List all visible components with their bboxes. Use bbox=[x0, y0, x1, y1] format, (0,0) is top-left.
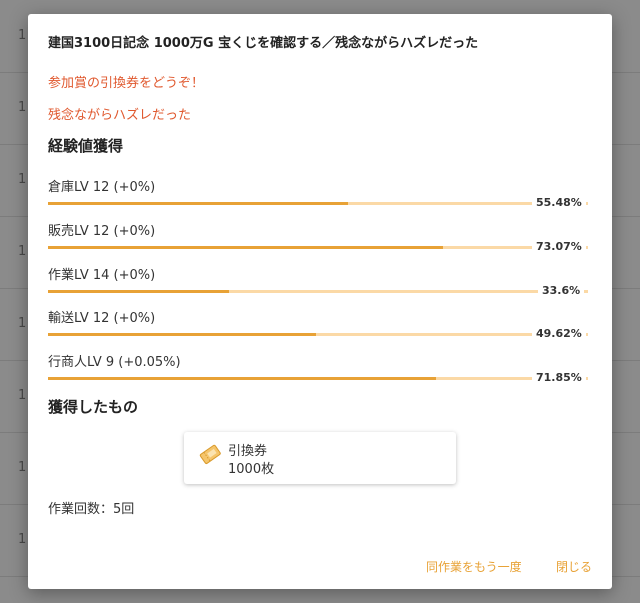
participation-message: 参加賞の引換券をどうぞ！ bbox=[48, 76, 205, 91]
experience-heading: 経験値獲得 bbox=[48, 137, 124, 155]
level-progress-fill bbox=[48, 202, 348, 205]
level-progress-bar bbox=[48, 377, 588, 380]
level-progress-bar bbox=[48, 202, 588, 205]
level-progress-bar bbox=[48, 333, 588, 336]
row-number: 1 bbox=[18, 244, 27, 259]
lose-message: 残念ながらハズレだった bbox=[48, 108, 192, 123]
rewards-heading: 獲得したもの bbox=[48, 398, 139, 416]
level-percent: 73.07% bbox=[532, 240, 586, 253]
level-progress-fill bbox=[48, 333, 316, 336]
dialog-title: 建国3100日記念 1000万G 宝くじを確認する／残念ながらハズレだった bbox=[48, 36, 479, 51]
level-label-work: 作業LV 14 (+0%) bbox=[48, 268, 156, 283]
result-dialog: 建国3100日記念 1000万G 宝くじを確認する／残念ながらハズレだった 参加… bbox=[28, 14, 612, 589]
level-percent: 71.85% bbox=[532, 371, 586, 384]
level-progress-bar bbox=[48, 290, 588, 293]
row-number: 1 bbox=[18, 532, 27, 547]
level-progress-fill bbox=[48, 377, 436, 380]
level-label-transport: 輸送LV 12 (+0%) bbox=[48, 311, 156, 326]
level-label-merchant: 行商人LV 9 (+0.05%) bbox=[48, 355, 181, 370]
row-number: 1 bbox=[18, 100, 27, 115]
ticket-icon bbox=[198, 442, 222, 466]
close-button[interactable]: 閉じる bbox=[556, 560, 593, 574]
repeat-work-button[interactable]: 同作業をもう一度 bbox=[426, 560, 522, 574]
level-progress-bar bbox=[48, 246, 588, 249]
work-count: 作業回数：5回 bbox=[48, 502, 135, 517]
level-label-sales: 販売LV 12 (+0%) bbox=[48, 224, 156, 239]
reward-card: 引換券 1000枚 bbox=[184, 432, 456, 484]
row-number: 1 bbox=[18, 28, 27, 43]
level-progress-fill bbox=[48, 246, 443, 249]
row-number: 1 bbox=[18, 172, 27, 187]
level-percent: 55.48% bbox=[532, 196, 586, 209]
level-percent: 49.62% bbox=[532, 327, 586, 340]
reward-quantity: 1000枚 bbox=[228, 462, 275, 477]
reward-name: 引換券 bbox=[228, 444, 268, 459]
row-number: 1 bbox=[18, 316, 27, 331]
row-number: 1 bbox=[18, 460, 27, 475]
row-number: 1 bbox=[18, 388, 27, 403]
level-progress-fill bbox=[48, 290, 230, 293]
level-label-warehouse: 倉庫LV 12 (+0%) bbox=[48, 180, 156, 195]
level-percent: 33.6% bbox=[538, 284, 585, 297]
